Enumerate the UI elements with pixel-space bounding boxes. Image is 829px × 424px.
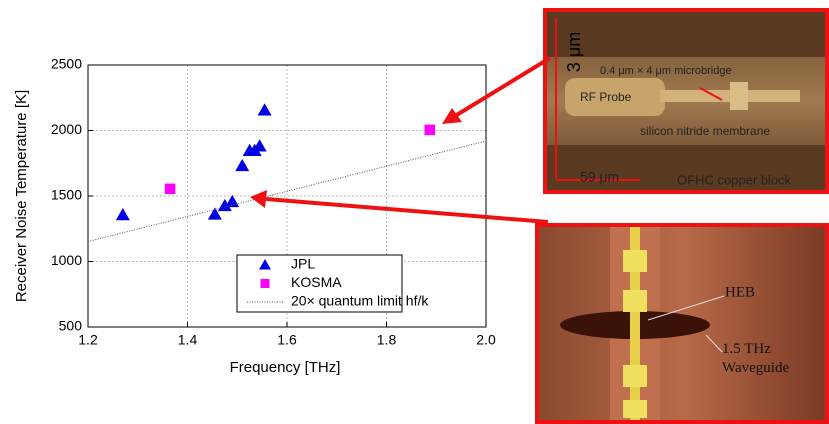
image-label: 59 μm xyxy=(580,169,619,185)
x-axis-label: Frequency [THz] xyxy=(230,359,341,376)
y-axis-label: Receiver Noise Temperature [K] xyxy=(13,90,30,302)
point xyxy=(235,158,250,172)
image-label: OFHC copper block xyxy=(677,172,792,187)
plot-frame xyxy=(87,64,487,328)
x-tick-label: 2.0 xyxy=(476,332,496,348)
probe xyxy=(565,78,665,116)
fit-line xyxy=(87,140,487,243)
y-tick-label: 500 xyxy=(59,318,83,334)
x-tick-label: 1.2 xyxy=(78,332,98,348)
point xyxy=(424,124,436,136)
pointer xyxy=(699,87,723,101)
image-label: RF Probe xyxy=(580,90,632,104)
pointer xyxy=(647,295,725,321)
legend-label: KOSMA xyxy=(291,274,342,290)
image-label-box: 1.5 THz Waveguide xyxy=(722,341,790,376)
copper-block xyxy=(547,145,825,190)
point xyxy=(207,207,222,220)
image-label: 0.4 μm × 4 μm microbridge xyxy=(600,65,732,77)
legend-label: 20× quantum limit hf/k xyxy=(291,293,429,309)
point xyxy=(252,139,267,152)
y-tick-label: 2000 xyxy=(51,121,82,137)
image-label: silicon nitride membrane xyxy=(640,124,770,138)
photo-frame xyxy=(543,8,829,194)
legend-label: JPL xyxy=(291,256,315,272)
arrow xyxy=(453,56,552,118)
filter-section xyxy=(623,250,647,272)
x-tick-label: 1.6 xyxy=(277,332,297,348)
photo-frame xyxy=(535,223,829,424)
filter-section xyxy=(623,290,647,312)
filter-section xyxy=(623,365,647,387)
point xyxy=(115,207,130,221)
legend-symbol xyxy=(260,279,270,288)
arrow-head xyxy=(442,108,462,124)
y-tick-label: 1500 xyxy=(51,187,82,203)
filter-line xyxy=(630,227,640,422)
arrows xyxy=(250,56,552,224)
legend-symbol xyxy=(259,259,271,270)
top-photo: 3 μm 0.4 μm × 4 μm microbridge RF Probe … xyxy=(543,8,829,194)
pointer xyxy=(705,334,723,353)
x-tick-label: 1.8 xyxy=(377,332,397,348)
copper-block xyxy=(547,12,825,57)
image-label: HEB xyxy=(725,284,755,300)
filter-section xyxy=(623,400,647,418)
y-tick-label: 1000 xyxy=(51,252,82,268)
point xyxy=(257,103,272,116)
image-label: 1.5 THz Waveguide xyxy=(722,341,790,376)
microbridge xyxy=(730,82,748,110)
arrow-head xyxy=(250,190,267,208)
plot: 500 1000 1500 2000 2500 1.2 1.4 1.6 1.8 2.0 JPL KOS… xyxy=(51,56,496,348)
y-tick-label: 2500 xyxy=(51,56,82,72)
point xyxy=(164,183,176,195)
point xyxy=(225,194,240,208)
image-label: 3 μm xyxy=(564,32,584,72)
bottom-photo: HEB 1.5 THz Waveguide xyxy=(535,223,829,424)
point xyxy=(217,198,232,212)
x-tick-label: 1.4 xyxy=(178,332,198,348)
arrow xyxy=(265,197,549,224)
